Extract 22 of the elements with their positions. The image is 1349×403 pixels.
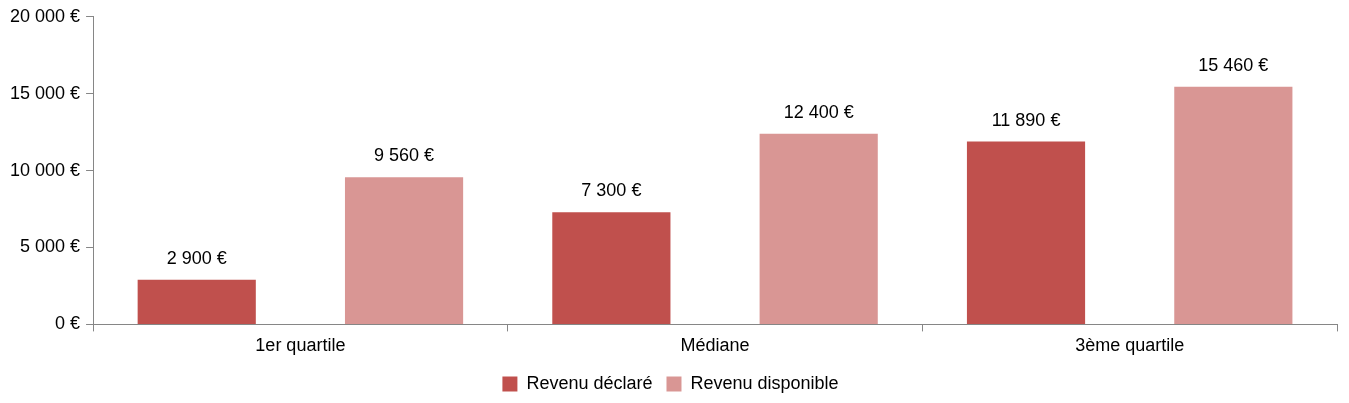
y-tick-label: 0 € xyxy=(55,313,81,334)
y-tick-label: 15 000 € xyxy=(9,82,81,103)
bar xyxy=(344,177,464,324)
data-label: 11 890 € xyxy=(991,109,1061,130)
x-tick-label: Médiane xyxy=(680,335,750,356)
y-tick-label: 5 000 € xyxy=(20,236,81,257)
x-tick-label: 3ème quartile xyxy=(1075,335,1185,356)
data-label: 12 400 € xyxy=(783,101,854,122)
y-tick-label: 10 000 € xyxy=(9,159,81,180)
data-label: 7 300 € xyxy=(581,180,642,201)
x-tick-label: 1er quartile xyxy=(255,335,346,356)
bar xyxy=(759,133,878,324)
bar xyxy=(552,212,671,324)
bar xyxy=(966,141,1086,324)
data-label: 9 560 € xyxy=(374,145,435,166)
bar xyxy=(1174,86,1293,324)
data-label: 2 900 € xyxy=(166,247,227,268)
legend-label: Revenu disponible xyxy=(690,372,839,393)
data-label: 15 460 € xyxy=(1198,54,1269,75)
y-tick-label: 20 000 € xyxy=(9,5,81,26)
bar xyxy=(137,279,256,324)
legend-label: Revenu déclaré xyxy=(526,372,653,393)
